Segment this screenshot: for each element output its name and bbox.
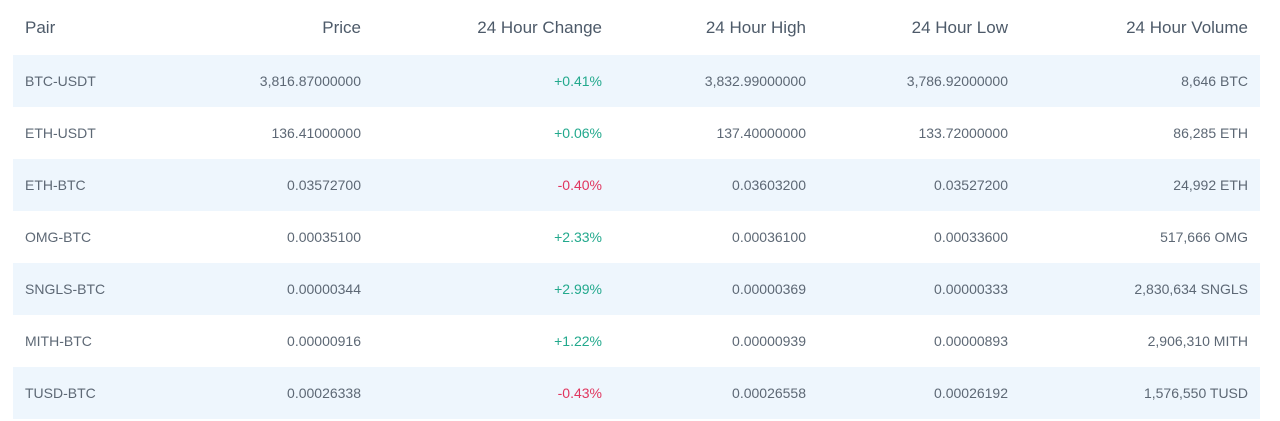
change-cell: +0.06%: [554, 125, 602, 141]
volume-cell: 8,646 BTC: [1181, 73, 1248, 89]
price-cell: 0.00026338: [287, 385, 361, 401]
table-row[interactable]: ETH-USDT 136.41000000 +0.06% 137.4000000…: [13, 107, 1260, 159]
low-cell: 3,786.92000000: [906, 73, 1008, 89]
high-cell: 0.00000939: [732, 333, 806, 349]
high-cell: 0.00026558: [732, 385, 806, 401]
price-cell: 0.03572700: [287, 177, 361, 193]
change-cell: -0.40%: [557, 177, 602, 193]
volume-cell: 517,666 OMG: [1160, 229, 1248, 245]
column-header-24h-high[interactable]: 24 Hour High: [705, 17, 806, 37]
volume-cell: 86,285 ETH: [1173, 125, 1248, 141]
price-cell: 3,816.87000000: [259, 73, 361, 89]
high-cell: 0.00036100: [732, 229, 806, 245]
table-row[interactable]: BTC-USDT 3,816.87000000 +0.41% 3,832.990…: [13, 55, 1260, 107]
low-cell: 0.00000893: [934, 333, 1008, 349]
header-row: Pair Price 24 Hour Change 24 Hour High 2…: [13, 0, 1260, 55]
price-cell: 0.00000344: [287, 281, 361, 297]
pair-cell: TUSD-BTC: [25, 385, 96, 401]
high-cell: 137.40000000: [716, 125, 806, 141]
pair-cell: MITH-BTC: [25, 333, 92, 349]
volume-cell: 2,906,310 MITH: [1147, 333, 1248, 349]
column-header-24h-low[interactable]: 24 Hour Low: [911, 17, 1008, 37]
table-row[interactable]: SNGLS-BTC 0.00000344 +2.99% 0.00000369 0…: [13, 263, 1260, 315]
volume-cell: 1,576,550 TUSD: [1143, 385, 1248, 401]
volume-cell: 2,830,634 SNGLS: [1134, 281, 1248, 297]
change-cell: +1.22%: [554, 333, 602, 349]
low-cell: 0.03527200: [934, 177, 1008, 193]
pair-cell: ETH-USDT: [25, 125, 96, 141]
price-cell: 136.41000000: [271, 125, 361, 141]
price-cell: 0.00000916: [287, 333, 361, 349]
low-cell: 0.00026192: [934, 385, 1008, 401]
high-cell: 0.00000369: [732, 281, 806, 297]
table-row[interactable]: TUSD-BTC 0.00026338 -0.43% 0.00026558 0.…: [13, 367, 1260, 419]
low-cell: 0.00033600: [934, 229, 1008, 245]
pair-cell: ETH-BTC: [25, 177, 86, 193]
market-table: Pair Price 24 Hour Change 24 Hour High 2…: [13, 0, 1260, 419]
low-cell: 133.72000000: [918, 125, 1008, 141]
table-row[interactable]: MITH-BTC 0.00000916 +1.22% 0.00000939 0.…: [13, 315, 1260, 367]
table-row[interactable]: OMG-BTC 0.00035100 +2.33% 0.00036100 0.0…: [13, 211, 1260, 263]
volume-cell: 24,992 ETH: [1173, 177, 1248, 193]
pair-cell: BTC-USDT: [25, 73, 96, 89]
column-header-24h-change[interactable]: 24 Hour Change: [477, 17, 602, 37]
table-header: Pair Price 24 Hour Change 24 Hour High 2…: [13, 0, 1260, 55]
change-cell: +0.41%: [554, 73, 602, 89]
column-header-price[interactable]: Price: [322, 17, 361, 37]
column-header-pair[interactable]: Pair: [25, 17, 56, 37]
pair-cell: OMG-BTC: [25, 229, 92, 245]
table-row[interactable]: ETH-BTC 0.03572700 -0.40% 0.03603200 0.0…: [13, 159, 1260, 211]
pair-cell: SNGLS-BTC: [25, 281, 106, 297]
change-cell: -0.43%: [557, 385, 602, 401]
high-cell: 0.03603200: [732, 177, 806, 193]
low-cell: 0.00000333: [934, 281, 1008, 297]
high-cell: 3,832.99000000: [704, 73, 806, 89]
column-header-24h-volume[interactable]: 24 Hour Volume: [1126, 17, 1248, 37]
table-body: BTC-USDT 3,816.87000000 +0.41% 3,832.990…: [13, 55, 1260, 419]
price-cell: 0.00035100: [287, 229, 361, 245]
market-table-container: Pair Price 24 Hour Change 24 Hour High 2…: [13, 0, 1260, 419]
change-cell: +2.99%: [554, 281, 602, 297]
change-cell: +2.33%: [554, 229, 602, 245]
